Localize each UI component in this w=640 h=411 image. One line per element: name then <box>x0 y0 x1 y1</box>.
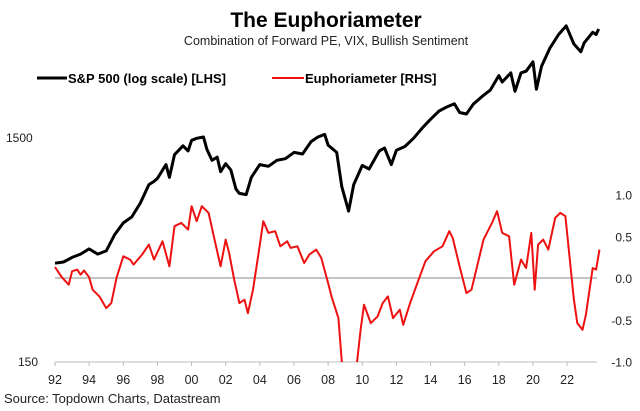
x-tick-label: 98 <box>150 373 164 387</box>
source-note: Source: Topdown Charts, Datastream <box>4 391 221 406</box>
x-tick-label: 08 <box>321 373 335 387</box>
x-tick-label: 00 <box>185 373 199 387</box>
chart-title: The Euphoriameter <box>230 9 421 32</box>
x-tick-label: 06 <box>287 373 301 387</box>
x-tick-label: 22 <box>560 373 574 387</box>
right-tick-label: -1.0 <box>611 356 632 370</box>
x-tick-label: 04 <box>253 373 267 387</box>
series-line-sp500 <box>54 24 601 265</box>
x-tick-label: 96 <box>116 373 130 387</box>
x-tick-label: 12 <box>389 373 403 387</box>
left-tick-label: 1500 <box>6 131 33 145</box>
x-tick-label: 94 <box>82 373 96 387</box>
x-tick-label: 92 <box>48 373 62 387</box>
series-line-euphoriameter <box>54 205 601 362</box>
right-tick-label: 1.0 <box>615 189 632 203</box>
legend: S&P 500 (log scale) [LHS] Euphoriameter … <box>37 71 436 86</box>
right-tick-label: 0.5 <box>615 230 632 244</box>
right-tick-label: 0.0 <box>615 272 632 286</box>
chart-subtitle: Combination of Forward PE, VIX, Bullish … <box>184 34 469 48</box>
legend-label-sp500: S&P 500 (log scale) [LHS] <box>68 71 226 86</box>
right-tick-label: -0.5 <box>611 314 632 328</box>
x-tick-label: 16 <box>458 373 472 387</box>
x-tick-label: 14 <box>424 373 438 387</box>
x-tick-label: 18 <box>492 373 506 387</box>
x-tick-label: 10 <box>355 373 369 387</box>
left-tick-label: 150 <box>18 355 38 369</box>
legend-label-euphoriameter: Euphoriameter [RHS] <box>305 71 436 86</box>
x-tick-label: 02 <box>219 373 233 387</box>
x-tick-label: 20 <box>526 373 540 387</box>
